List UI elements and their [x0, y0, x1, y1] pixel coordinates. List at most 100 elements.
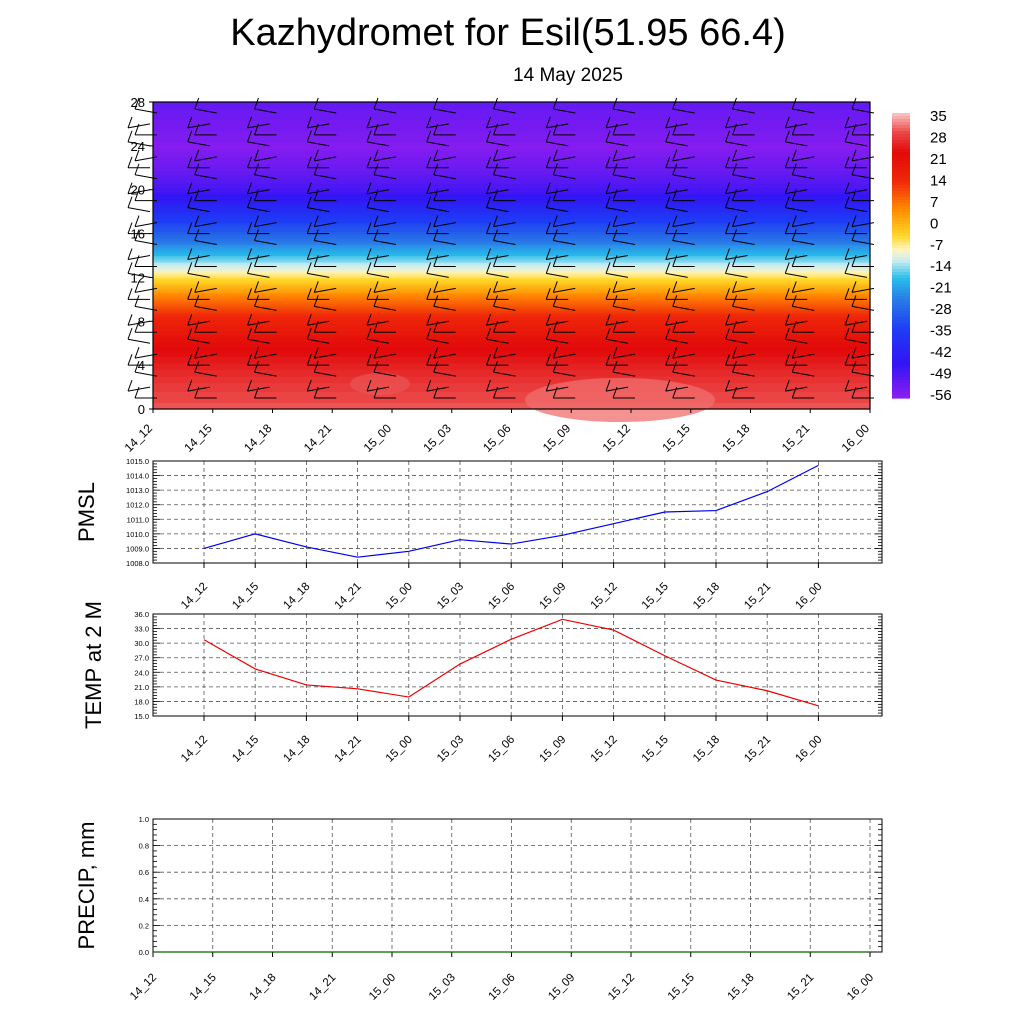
wind-barb-flag: [493, 347, 498, 359]
wind-barb-flag: [605, 328, 611, 340]
colorbar-swatch: [892, 122, 910, 126]
wind-barb-flag: [306, 328, 312, 340]
y-tick-label: 8: [138, 314, 145, 329]
colorbar-swatch: [892, 212, 910, 216]
wind-barb: [546, 255, 569, 260]
wind-barb: [792, 305, 815, 311]
wind-barb: [187, 386, 210, 392]
wind-barb: [546, 123, 569, 129]
wind-barb-flag: [426, 156, 432, 168]
y-tick-label: 18.0: [134, 697, 149, 706]
wind-barb-flag: [612, 295, 618, 307]
colorbar-swatch: [892, 263, 910, 267]
heatmap-band: [153, 384, 870, 388]
wind-barb-flag: [665, 182, 671, 194]
wind-barb-flag: [791, 163, 797, 175]
heatmap-band: [153, 284, 870, 287]
wind-barb-flag: [844, 182, 850, 194]
colorbar-swatch: [892, 131, 910, 135]
wind-barb-flag: [851, 163, 857, 175]
wind-barb-flag: [844, 314, 850, 326]
wind-barb: [612, 174, 636, 180]
heatmap-band: [153, 332, 870, 336]
wind-barb-flag: [552, 281, 558, 293]
wind-barb: [725, 320, 748, 326]
wind-barb-flag: [493, 149, 498, 161]
y-tick-label: 15.0: [134, 712, 149, 721]
wind-barb-flag: [545, 379, 551, 392]
y-tick-label: 0.6: [139, 868, 149, 877]
heatmap-band: [153, 281, 870, 285]
wind-barb: [486, 272, 509, 278]
wind-barb-flag: [486, 222, 491, 234]
wind-barb-flag: [665, 196, 671, 208]
grid: [153, 614, 882, 716]
heatmap-band: [153, 369, 870, 373]
wind-barb-flag: [187, 262, 193, 274]
colorbar-swatch: [892, 125, 910, 129]
colorbar-swatch: [892, 281, 910, 285]
heatmap-band: [153, 237, 870, 241]
colorbar-swatch: [892, 254, 910, 258]
wind-barb-flag: [373, 149, 379, 161]
wind-barb-flag: [665, 328, 671, 340]
wind-barb: [486, 141, 509, 147]
wind-barb-flag: [784, 379, 790, 392]
wind-barb: [725, 141, 748, 147]
colorbar-swatch: [892, 326, 910, 330]
wind-barb-flag: [306, 262, 312, 274]
wind-barb-flag: [247, 328, 252, 340]
wind-barb-flag: [545, 288, 551, 300]
wind-barb-flag: [612, 215, 618, 227]
y-tick-label: 30.0: [134, 639, 149, 648]
wind-barb: [725, 272, 748, 278]
wind-barb: [307, 255, 330, 260]
wind-barb-flag: [672, 347, 678, 359]
wind-barb: [486, 338, 509, 344]
wind-barb: [314, 240, 337, 246]
wind-barb: [732, 222, 755, 228]
wind-barb-flag: [127, 248, 133, 260]
wind-barb-flag: [247, 379, 252, 392]
heatmap-band: [153, 200, 870, 204]
wind-barb: [127, 141, 151, 147]
colorbar-swatch: [892, 296, 910, 300]
wind-barb-flag: [247, 262, 252, 274]
wind-barb: [493, 156, 516, 162]
wind-barb: [247, 338, 270, 344]
chart-title: Kazhydromet for Esil(51.95 66.4): [230, 12, 786, 54]
wind-barb: [732, 287, 755, 293]
wind-barb-flag: [851, 281, 857, 293]
colorbar-swatch: [892, 251, 910, 255]
wind-barb: [546, 189, 569, 195]
wind-barb: [127, 123, 151, 129]
wind-barb-flag: [306, 156, 312, 168]
wind-barb-flag: [552, 97, 558, 110]
colorbar-swatch: [892, 290, 910, 294]
wind-barb: [426, 207, 449, 213]
wind-barb: [844, 141, 868, 147]
heatmap-band: [153, 299, 870, 303]
wind-barb-flag: [486, 156, 491, 168]
wind-barb-flag: [612, 163, 618, 175]
wind-barb-flag: [493, 229, 498, 241]
wind-barb: [247, 255, 270, 260]
wind-barb: [127, 272, 151, 278]
wind-barb-flag: [545, 196, 551, 208]
heatmap-band: [153, 248, 870, 252]
wind-barb: [373, 287, 397, 293]
wind-barb-flag: [851, 215, 857, 227]
wind-barb-flag: [187, 379, 193, 392]
heatmap-band: [153, 391, 870, 395]
heatmap-band: [153, 400, 870, 404]
wind-barb: [314, 353, 337, 359]
wind-barb: [254, 287, 277, 293]
colorbar-swatch: [892, 338, 910, 342]
wind-barb-flag: [605, 314, 611, 326]
colorbar-swatch: [892, 332, 910, 336]
x-tick-label: 14_12: [128, 972, 159, 1003]
colorbar-swatch: [892, 392, 910, 396]
wind-barb-flag: [493, 97, 498, 110]
colorbar-swatch: [892, 143, 910, 147]
wind-barb-flag: [306, 182, 312, 194]
